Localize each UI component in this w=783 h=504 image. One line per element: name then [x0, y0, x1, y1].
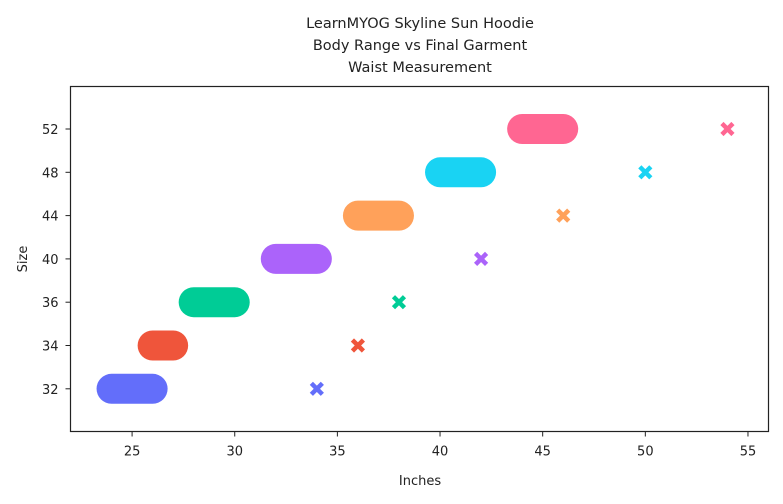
x-tick-label: 30 [226, 445, 243, 460]
x-tick-label: 55 [740, 445, 757, 460]
x-tick-label: 50 [637, 445, 654, 460]
final-garment-markers [309, 121, 735, 396]
final-garment-marker-size-52 [720, 121, 735, 137]
x-axis: 25 30 35 40 45 50 55 [124, 431, 757, 460]
y-tick-label: 40 [42, 253, 59, 268]
x-tick-label: 25 [124, 445, 141, 460]
chart-title-line-1: LearnMYOG Skyline Sun Hoodie [306, 16, 534, 32]
y-tick-label: 44 [42, 210, 59, 225]
final-garment-marker-size-36 [391, 295, 407, 310]
y-tick-label: 52 [42, 123, 59, 138]
y-tick-label: 34 [42, 340, 59, 355]
x-tick-label: 40 [432, 445, 449, 460]
y-axis-label: Size [16, 246, 31, 273]
chart-title: LearnMYOG Skyline Sun Hoodie Body Range … [306, 16, 534, 76]
y-tick-label: 48 [42, 166, 59, 181]
y-tick-label: 36 [42, 296, 59, 311]
final-garment-marker-size-34 [350, 338, 366, 353]
x-tick-label: 35 [329, 445, 346, 460]
final-garment-marker-size-44 [556, 208, 571, 223]
chart-title-line-2: Body Range vs Final Garment [313, 38, 528, 54]
plot-area-frame [69, 85, 770, 433]
y-axis: 32 34 36 40 44 48 52 [42, 123, 71, 398]
body-range-bars [96, 114, 579, 404]
final-garment-marker-size-48 [638, 165, 653, 180]
x-tick-label: 45 [534, 445, 551, 460]
chart-title-line-3: Waist Measurement [348, 60, 492, 76]
y-tick-label: 32 [42, 383, 59, 398]
final-garment-marker-size-40 [473, 251, 489, 266]
final-garment-marker-size-32 [309, 381, 324, 396]
x-axis-label: Inches [399, 474, 441, 489]
